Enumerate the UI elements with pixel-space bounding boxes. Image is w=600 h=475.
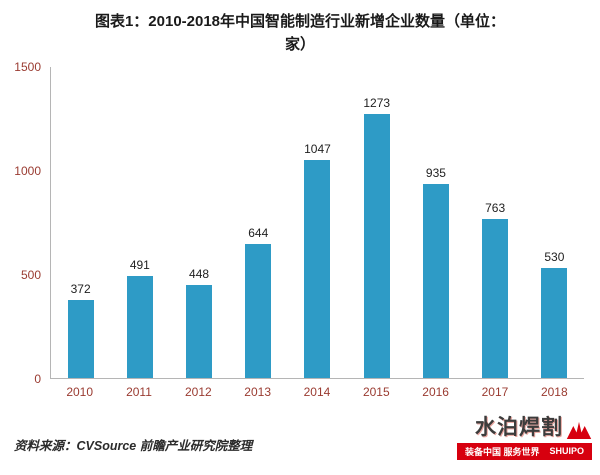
bar-value-label: 763 — [485, 201, 506, 216]
y-axis: 0 500 1000 1500 — [8, 60, 50, 386]
x-axis-label: 2013 — [244, 384, 271, 399]
bar-group: 448 — [169, 67, 228, 378]
bar — [541, 267, 568, 378]
bar — [304, 160, 331, 378]
x-axis-label: 2011 — [126, 384, 152, 399]
bar-group: 763 — [466, 67, 525, 378]
x-axis-label: 2018 — [540, 384, 568, 399]
plot-area: 372 491 448 644 1047 1273 935 763 530 — [50, 66, 584, 379]
brand-latin: SHUIPO — [549, 446, 584, 456]
bar-value-label: 1047 — [304, 142, 331, 157]
bar-value-label: 372 — [70, 282, 91, 297]
bar-group: 1273 — [347, 67, 406, 378]
bar-value-label: 1273 — [363, 95, 391, 110]
bar-group: 644 — [229, 67, 288, 378]
plot-column: 372 491 448 644 1047 1273 935 763 530 2010 2011 20… — [50, 66, 584, 399]
brand-tagline: 装备中国 服务世界 — [464, 446, 540, 457]
mountain-emblem-icon — [566, 421, 592, 439]
x-axis-label: 2017 — [481, 384, 509, 399]
y-tick-label: 0 — [34, 371, 41, 386]
bar-group: 935 — [406, 67, 465, 378]
logo-top-row: 水泊焊割 — [457, 411, 592, 441]
x-axis-label: 2015 — [362, 384, 390, 399]
bar-value-label: 935 — [425, 165, 446, 180]
chart-title: 图表1：2010-2018年中国智能制造行业新增企业数量（单位：家） — [94, 13, 506, 54]
bar-value-label: 530 — [544, 249, 565, 264]
x-axis-label: 2014 — [303, 384, 331, 399]
bar-group: 372 — [51, 67, 110, 378]
bar — [245, 243, 272, 378]
source-note: 资料来源：CVSource 前瞻产业研究院整理 — [14, 438, 253, 453]
bar-group: 530 — [525, 67, 584, 378]
footer: 资料来源：CVSource 前瞻产业研究院整理 水泊焊割 装备中国 服务世界 S… — [0, 399, 600, 466]
bar-value-label: 644 — [248, 225, 269, 240]
bar — [186, 284, 213, 378]
bar-value-label: 448 — [189, 266, 210, 281]
bar-group: 1047 — [288, 67, 347, 378]
bar — [363, 113, 390, 378]
y-tick-label: 1000 — [14, 163, 41, 178]
x-labels: 2010 2011 2012 2013 2014 2015 2016 2017 2018 — [50, 379, 584, 399]
x-axis-label: 2016 — [422, 384, 449, 399]
y-tick-label: 1500 — [14, 59, 41, 74]
logo-strip: 装备中国 服务世界 SHUIPO — [456, 442, 592, 460]
bar — [482, 219, 509, 378]
bar-chart: 0 500 1000 1500 372 491 448 644 1047 1273 935 763 5… — [0, 59, 600, 399]
bar-value-label: 491 — [129, 257, 150, 272]
x-axis-label: 2012 — [184, 384, 212, 399]
y-tick-label: 500 — [20, 267, 41, 282]
x-axis-label: 2010 — [66, 384, 94, 399]
bar-group: 491 — [110, 67, 169, 378]
bar — [67, 300, 94, 378]
bar — [422, 183, 449, 378]
brand-name: 水泊焊割 — [475, 415, 563, 439]
bar — [126, 275, 153, 378]
watermark-logo: 水泊焊割 装备中国 服务世界 SHUIPO — [456, 411, 592, 460]
bars-row: 372 491 448 644 1047 1273 935 763 530 — [51, 67, 584, 378]
